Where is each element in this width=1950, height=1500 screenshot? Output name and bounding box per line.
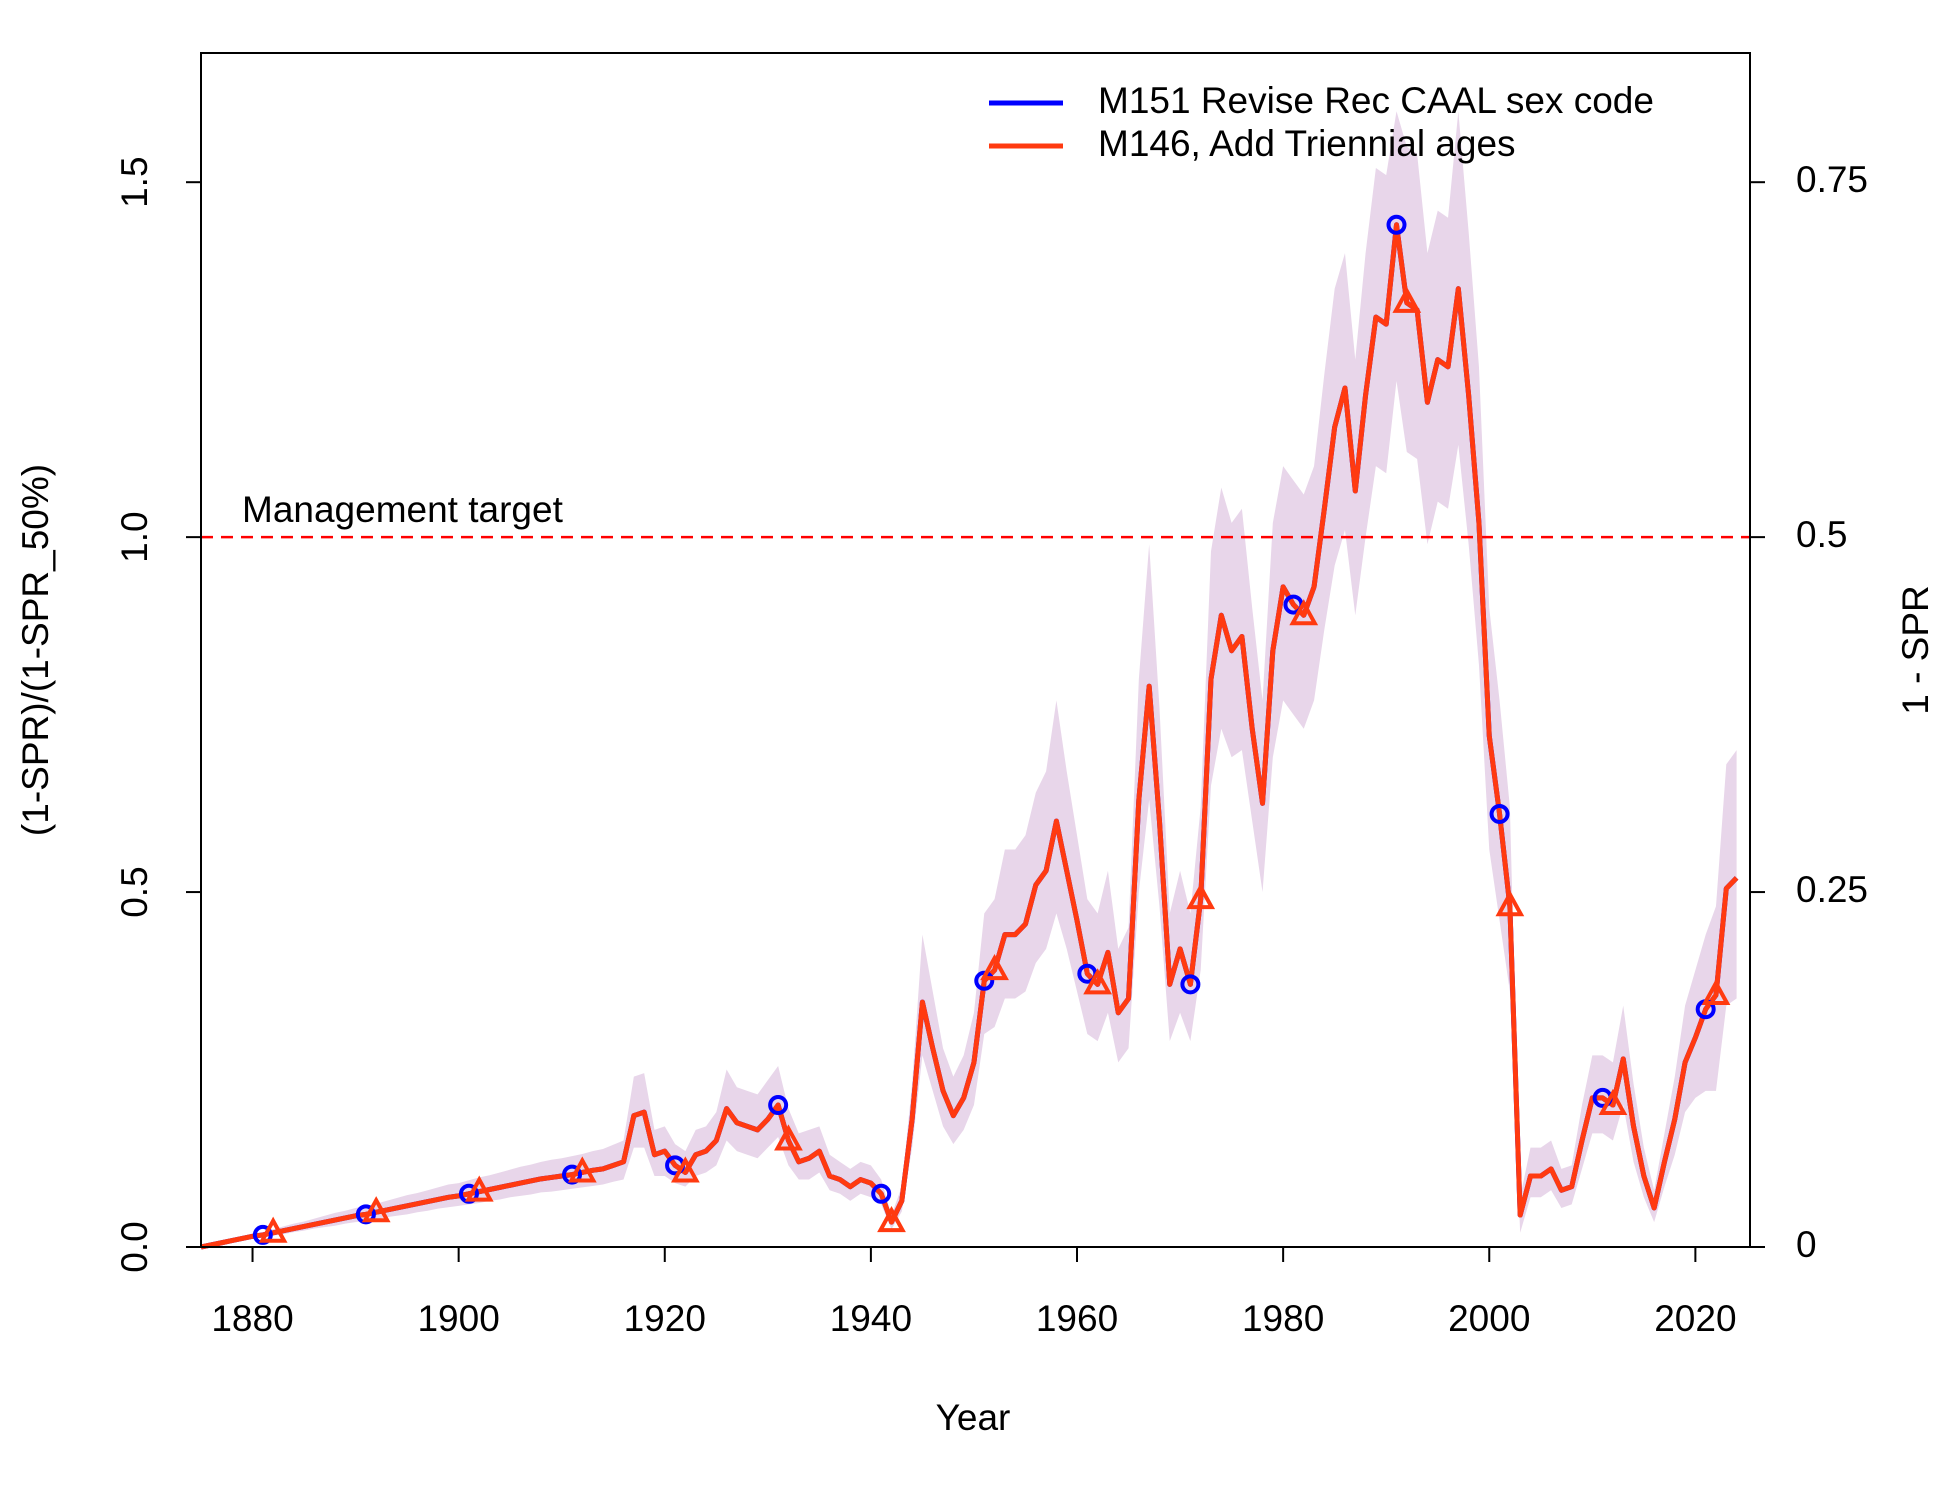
point-marker [871, 1183, 892, 1204]
y-tick-label: 0.0 [114, 1221, 155, 1272]
y-axis-title: (1-SPR)/(1-SPR_50%) [15, 464, 56, 836]
reference-label: Management target [242, 489, 564, 530]
point-marker [361, 1196, 391, 1223]
y-tick-label: 1.5 [114, 156, 155, 207]
y2-axis-title: 1 - SPR [1895, 585, 1936, 715]
series-line [200, 222, 1739, 1250]
point-marker [458, 1183, 479, 1204]
y-tick-label: 0.5 [114, 866, 155, 917]
y2-tick-label: 0.75 [1796, 159, 1868, 200]
y2-tick-label: 0.5 [1796, 514, 1847, 555]
legend-label: M151 Revise Rec CAAL sex code [1098, 80, 1654, 121]
x-tick-label: 1940 [830, 1298, 912, 1339]
point-marker [1392, 286, 1422, 313]
x-tick-label: 1980 [1242, 1298, 1324, 1339]
x-tick-label: 1900 [417, 1298, 499, 1339]
y2-tick-label: 0 [1796, 1224, 1817, 1265]
x-tick-label: 1960 [1036, 1298, 1118, 1339]
point-marker [1386, 214, 1407, 235]
x-tick-label: 2000 [1448, 1298, 1530, 1339]
point-marker [1598, 1088, 1628, 1116]
x-tick-label: 1880 [211, 1298, 293, 1339]
point-marker [980, 954, 1009, 981]
x-tick-label: 1920 [624, 1298, 706, 1339]
point-marker [774, 1124, 803, 1151]
point-marker [252, 1224, 273, 1245]
legend-label: M146, Add Triennial ages [1098, 123, 1516, 164]
point-marker [562, 1164, 583, 1185]
point-marker [258, 1216, 288, 1243]
point-marker [1180, 974, 1201, 995]
plot-frame [200, 52, 1751, 1248]
y-tick-label: 1.0 [114, 511, 155, 562]
point-marker [1289, 599, 1319, 626]
point-marker [1083, 968, 1113, 995]
point-marker [567, 1156, 597, 1183]
point-marker [1495, 890, 1525, 917]
point-marker [877, 1206, 906, 1233]
y2-tick-label: 0.25 [1796, 869, 1868, 910]
point-marker [671, 1156, 700, 1183]
confidence-band [201, 111, 1737, 1248]
point-marker [1489, 803, 1510, 824]
point-marker [355, 1204, 376, 1225]
x-tick-label: 2020 [1654, 1298, 1736, 1339]
point-marker [768, 1095, 789, 1116]
point-marker [1186, 883, 1216, 910]
x-axis-title: Year [936, 1397, 1011, 1438]
point-marker [464, 1175, 494, 1202]
point-marker [1701, 978, 1731, 1005]
